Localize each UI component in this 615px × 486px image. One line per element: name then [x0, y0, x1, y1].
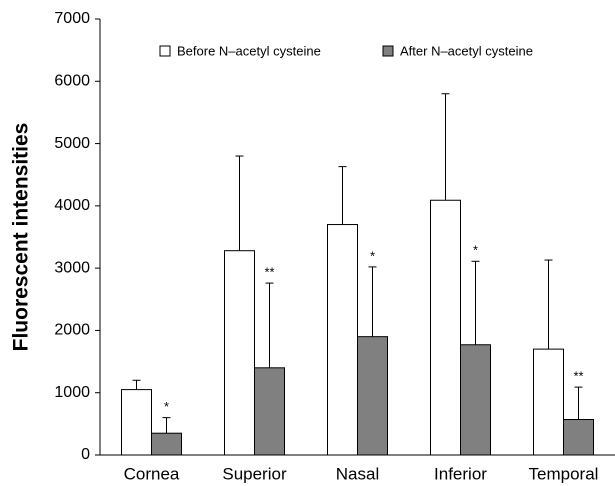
y-tick-label: 4000 — [54, 197, 90, 214]
y-tick-label: 5000 — [54, 135, 90, 152]
bar — [327, 224, 358, 456]
legend-label: After N–acetyl cysteine — [400, 43, 533, 58]
significance-label: ** — [573, 369, 583, 384]
significance-label: * — [473, 243, 478, 258]
y-tick-label: 6000 — [54, 73, 90, 90]
bar — [121, 389, 152, 456]
bar — [563, 418, 594, 456]
significance-label: ** — [264, 265, 274, 280]
significance-label: * — [370, 248, 375, 263]
y-tick-label: 0 — [81, 446, 90, 463]
legend-label: Before N–acetyl cysteine — [177, 43, 321, 58]
x-tick-label: Temporal — [529, 464, 599, 483]
bar — [430, 199, 461, 456]
x-tick-label: Cornea — [124, 464, 180, 483]
bar — [460, 344, 491, 456]
legend-swatch — [382, 45, 394, 57]
y-tick-label: 3000 — [54, 259, 90, 276]
y-tick-label: 7000 — [54, 10, 90, 27]
y-axis-label: Fluorescent intensities — [10, 123, 33, 352]
bar — [533, 348, 564, 456]
x-tick-label: Inferior — [434, 464, 487, 483]
bar — [254, 367, 285, 456]
y-tick-label: 2000 — [54, 322, 90, 339]
bar — [357, 336, 388, 456]
legend-swatch — [159, 45, 171, 57]
y-tick-label: 1000 — [54, 384, 90, 401]
significance-label: * — [164, 399, 169, 414]
x-tick-label: Superior — [222, 464, 287, 483]
bar — [224, 250, 255, 456]
bar — [151, 432, 182, 456]
x-tick-label: Nasal — [336, 464, 379, 483]
